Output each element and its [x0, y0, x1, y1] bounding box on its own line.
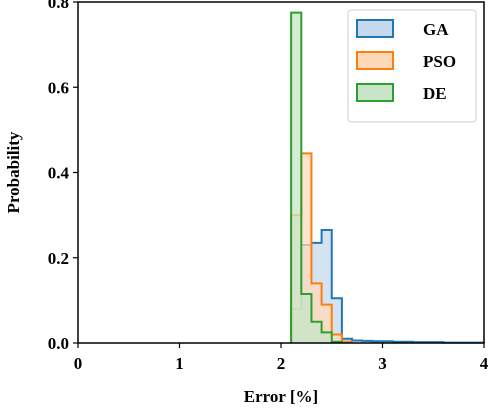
- bar-pso-3: [321, 304, 332, 343]
- legend-item-pso: PSO: [356, 51, 456, 71]
- histogram-bars: [290, 11, 485, 344]
- legend-item-de: DE: [356, 83, 447, 103]
- y-tick-label: 0.2: [48, 249, 69, 268]
- x-tick-label: 0: [74, 354, 83, 373]
- legend-label: PSO: [423, 52, 456, 71]
- y-tick-label: 0.8: [48, 0, 69, 12]
- bar-ga-4: [331, 298, 342, 343]
- legend-swatch: [356, 51, 394, 70]
- bar-de-0: [291, 12, 302, 343]
- x-axis-label: Error [%]: [244, 387, 318, 406]
- y-tick-label: 0.6: [48, 78, 69, 97]
- y-axis-label: Probability: [4, 131, 23, 213]
- outline-de: [290, 11, 343, 343]
- legend-label: DE: [423, 84, 447, 103]
- legend-swatch: [356, 83, 394, 102]
- bar-ga-6: [352, 340, 363, 343]
- bar-pso-4: [331, 334, 342, 343]
- y-tick-label: 0.4: [48, 164, 70, 183]
- legend-swatch: [356, 19, 394, 38]
- legend-label: GA: [423, 20, 449, 39]
- bar-de-2: [311, 321, 322, 343]
- x-tick-label: 2: [277, 354, 286, 373]
- y-axis-ticks: 0.0 0.2 0.4 0.6 0.8: [48, 0, 78, 353]
- x-tick-label: 3: [378, 354, 387, 373]
- y-tick-label: 0.0: [48, 334, 69, 353]
- bar-ga-3: [321, 230, 332, 343]
- legend: GA PSO DE: [347, 9, 477, 123]
- legend-item-ga: GA: [356, 19, 449, 39]
- x-tick-label: 4: [480, 354, 489, 373]
- bar-ga-7: [362, 340, 373, 343]
- x-axis-ticks: 0 1 2 3 4: [74, 343, 489, 373]
- bar-de-1: [301, 293, 312, 343]
- bar-de-3: [321, 332, 332, 343]
- x-tick-label: 1: [175, 354, 184, 373]
- bar-pso-1: [301, 153, 312, 343]
- bar-pso-2: [311, 283, 322, 343]
